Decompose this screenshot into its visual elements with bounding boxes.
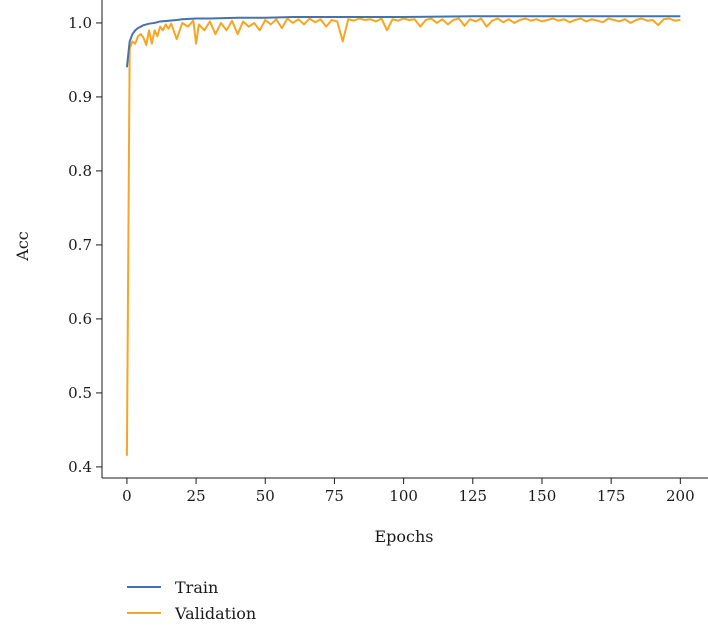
series-line-train: [125, 15, 681, 68]
x-tick-label: 25: [187, 487, 206, 505]
y-axis-title: Acc: [13, 231, 32, 262]
x-tick-label: 50: [256, 487, 275, 505]
x-tick-label: 200: [666, 487, 695, 505]
legend-swatch-validation: [127, 612, 161, 614]
legend-label-train: Train: [175, 577, 219, 597]
y-tick-label: 0.4: [68, 458, 92, 476]
x-axis: 0 25 50 75 100 125 150 175 200: [102, 477, 708, 505]
x-tick-label: 100: [389, 487, 418, 505]
y-tick-label: 0.5: [68, 384, 92, 402]
legend-swatch-train: [127, 586, 161, 588]
y-tick-label: 0.8: [68, 162, 92, 180]
y-tick-label: 0.7: [68, 236, 92, 254]
legend-label-validation: Validation: [175, 603, 257, 623]
y-axis: 0.4 0.5 0.6 0.7 0.8 0.9 1.0: [68, 0, 103, 478]
x-tick-label: 75: [325, 487, 344, 505]
x-axis-title: Epochs: [374, 527, 433, 546]
y-tick-label: 1.0: [68, 14, 92, 32]
x-tick-label: 125: [458, 487, 487, 505]
x-tick-label: 175: [597, 487, 626, 505]
series-line-validation: [125, 17, 681, 456]
legend: Train Validation: [127, 574, 256, 626]
x-tick-label: 0: [122, 487, 132, 505]
series-layer: [125, 15, 681, 456]
legend-item-validation: Validation: [127, 600, 256, 626]
y-tick-label: 0.6: [68, 310, 92, 328]
legend-item-train: Train: [127, 574, 256, 600]
y-tick-label: 0.9: [68, 88, 92, 106]
x-tick-label: 150: [528, 487, 557, 505]
